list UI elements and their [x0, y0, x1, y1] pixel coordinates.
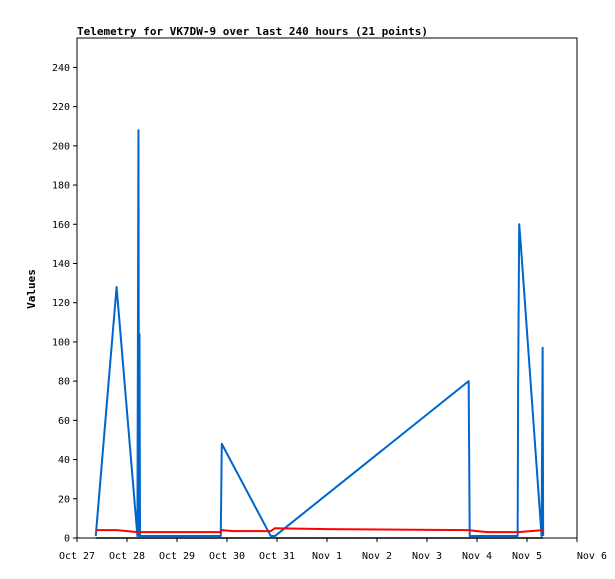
y-tick-label: 80: [58, 377, 70, 388]
x-tick-label: Nov 4: [462, 551, 492, 562]
y-tick-label: 100: [52, 337, 70, 348]
y-tick-label: 0: [64, 534, 70, 545]
y-tick-label: 60: [58, 416, 70, 427]
y-tick-label: 220: [52, 102, 70, 113]
y-tick-label: 200: [52, 141, 70, 152]
axes-group: 0 20 40 60 80 100 120 140 160 180 200 220 240 Oct 27 O…: [52, 63, 607, 562]
x-tick-label: Oct 28: [109, 551, 145, 562]
plot-frame: [76, 37, 578, 539]
x-tick-label: Oct 27: [59, 551, 95, 562]
y-tick-label: 180: [52, 181, 70, 192]
x-tick-label: Oct 29: [159, 551, 195, 562]
y-tick-label: 240: [52, 63, 70, 74]
y-tick-label: 140: [52, 259, 70, 270]
chart-title: Telemetry for VK7DW-9 over last 240 hour…: [77, 25, 428, 38]
y-tick-label: 20: [58, 494, 70, 505]
y-tick-label: 160: [52, 220, 70, 231]
x-tick-label: Oct 30: [209, 551, 245, 562]
x-tick-label: Nov 3: [412, 551, 442, 562]
x-tick-label: Nov 5: [512, 551, 542, 562]
series-line-2: [95, 527, 544, 534]
y-axis-label: Values: [25, 269, 38, 309]
y-tick-label: 40: [58, 455, 70, 466]
series-line-1: [94, 129, 545, 538]
x-tick-label: Nov 1: [312, 551, 342, 562]
x-tick-label: Nov 2: [362, 551, 392, 562]
y-tick-label: 120: [52, 298, 70, 309]
x-tick-label: Nov 6: [577, 551, 607, 562]
x-tick-label: Oct 31: [259, 551, 295, 562]
